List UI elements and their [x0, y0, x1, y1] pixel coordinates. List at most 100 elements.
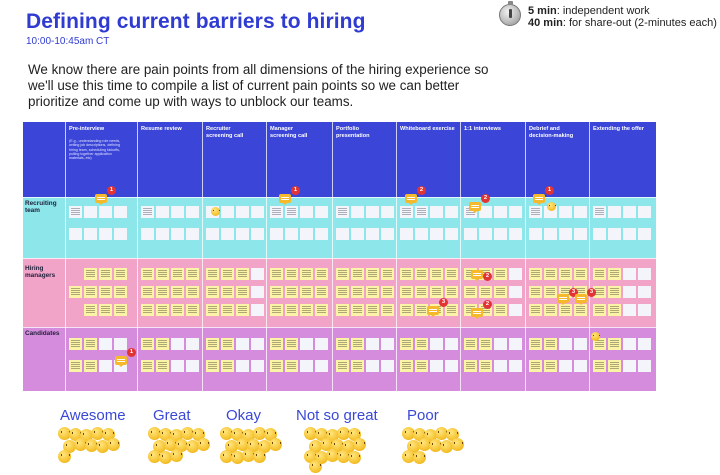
sticky-note[interactable]: [99, 304, 112, 316]
sticky-note[interactable]: [156, 228, 169, 240]
sticky-note[interactable]: [315, 286, 328, 298]
sticky-note[interactable]: [415, 304, 428, 316]
sticky-note[interactable]: [623, 206, 636, 218]
sticky-note[interactable]: [638, 304, 651, 316]
sticky-note[interactable]: [544, 268, 557, 280]
emoji-reaction-icon[interactable]: [591, 332, 600, 341]
sticky-note[interactable]: [529, 286, 542, 298]
sticky-note[interactable]: [509, 338, 522, 350]
sticky-note[interactable]: [251, 304, 264, 316]
sticky-note[interactable]: [270, 360, 283, 372]
comment-icon[interactable]: [471, 308, 483, 319]
sticky-note[interactable]: [445, 286, 458, 298]
sticky-note[interactable]: [529, 360, 542, 372]
sticky-note[interactable]: [84, 338, 97, 350]
sticky-note[interactable]: [114, 228, 127, 240]
sticky-note[interactable]: [300, 206, 313, 218]
sticky-note[interactable]: [623, 304, 636, 316]
sticky-note[interactable]: [69, 206, 82, 218]
sticky-note[interactable]: [593, 268, 606, 280]
sticky-note[interactable]: [84, 206, 97, 218]
sticky-note[interactable]: [509, 268, 522, 280]
sticky-note[interactable]: [141, 338, 154, 350]
sticky-note[interactable]: [114, 338, 127, 350]
sticky-note[interactable]: [69, 360, 82, 372]
sticky-note[interactable]: [206, 268, 219, 280]
sticky-note[interactable]: [336, 228, 349, 240]
sticky-note[interactable]: [464, 286, 477, 298]
sticky-note[interactable]: [479, 206, 492, 218]
sticky-note[interactable]: [381, 228, 394, 240]
sticky-note[interactable]: [156, 304, 169, 316]
sticky-note[interactable]: [415, 360, 428, 372]
sticky-note[interactable]: [84, 286, 97, 298]
sticky-note[interactable]: [221, 360, 234, 372]
sticky-note[interactable]: [366, 286, 379, 298]
sticky-note[interactable]: [494, 338, 507, 350]
sticky-note[interactable]: [270, 268, 283, 280]
sticky-note[interactable]: [171, 228, 184, 240]
sticky-note[interactable]: [114, 286, 127, 298]
emoji-cluster-okay[interactable]: [220, 427, 290, 471]
sticky-note[interactable]: [285, 304, 298, 316]
sticky-note[interactable]: [336, 286, 349, 298]
sticky-note[interactable]: [99, 338, 112, 350]
sticky-note[interactable]: [236, 360, 249, 372]
emoji-cluster-great[interactable]: [148, 427, 218, 471]
sticky-note[interactable]: [206, 304, 219, 316]
sticky-note[interactable]: [315, 206, 328, 218]
comment-icon[interactable]: [405, 194, 417, 205]
sticky-note[interactable]: [430, 268, 443, 280]
sticky-note[interactable]: [400, 286, 413, 298]
emoji-cluster-awesome[interactable]: [58, 427, 128, 471]
sticky-note[interactable]: [236, 304, 249, 316]
emoji-vote-icon[interactable]: [102, 428, 115, 441]
emoji-vote-icon[interactable]: [446, 428, 459, 441]
sticky-note[interactable]: [251, 338, 264, 350]
sticky-note[interactable]: [186, 206, 199, 218]
sticky-note[interactable]: [559, 304, 572, 316]
emoji-vote-icon[interactable]: [413, 451, 426, 464]
sticky-note[interactable]: [186, 268, 199, 280]
sticky-note[interactable]: [114, 206, 127, 218]
sticky-note[interactable]: [300, 268, 313, 280]
sticky-note[interactable]: [336, 268, 349, 280]
sticky-note[interactable]: [156, 286, 169, 298]
sticky-note[interactable]: [400, 228, 413, 240]
sticky-note[interactable]: [285, 360, 298, 372]
emoji-vote-icon[interactable]: [348, 428, 361, 441]
sticky-note[interactable]: [400, 268, 413, 280]
sticky-note[interactable]: [544, 286, 557, 298]
sticky-note[interactable]: [464, 360, 477, 372]
comment-icon[interactable]: [95, 194, 107, 205]
sticky-note[interactable]: [638, 206, 651, 218]
sticky-note[interactable]: [445, 338, 458, 350]
sticky-note[interactable]: [141, 286, 154, 298]
sticky-note[interactable]: [593, 206, 606, 218]
sticky-note[interactable]: [509, 228, 522, 240]
sticky-note[interactable]: [206, 286, 219, 298]
sticky-note[interactable]: [221, 268, 234, 280]
sticky-note[interactable]: [494, 360, 507, 372]
sticky-note[interactable]: [141, 268, 154, 280]
sticky-note[interactable]: [529, 338, 542, 350]
row-candidates[interactable]: [23, 327, 656, 391]
sticky-note[interactable]: [270, 286, 283, 298]
sticky-note[interactable]: [99, 268, 112, 280]
sticky-note[interactable]: [494, 286, 507, 298]
sticky-note[interactable]: [381, 338, 394, 350]
comment-icon[interactable]: [557, 294, 569, 305]
sticky-note[interactable]: [351, 304, 364, 316]
emoji-vote-icon[interactable]: [264, 428, 277, 441]
sticky-note[interactable]: [206, 228, 219, 240]
sticky-note[interactable]: [141, 206, 154, 218]
sticky-note[interactable]: [236, 338, 249, 350]
sticky-note[interactable]: [351, 360, 364, 372]
comment-icon[interactable]: [279, 194, 291, 205]
emoji-reaction-icon[interactable]: [547, 202, 556, 211]
sticky-note[interactable]: [509, 206, 522, 218]
sticky-note[interactable]: [494, 304, 507, 316]
sticky-note[interactable]: [171, 304, 184, 316]
sticky-note[interactable]: [99, 206, 112, 218]
sticky-note[interactable]: [430, 206, 443, 218]
